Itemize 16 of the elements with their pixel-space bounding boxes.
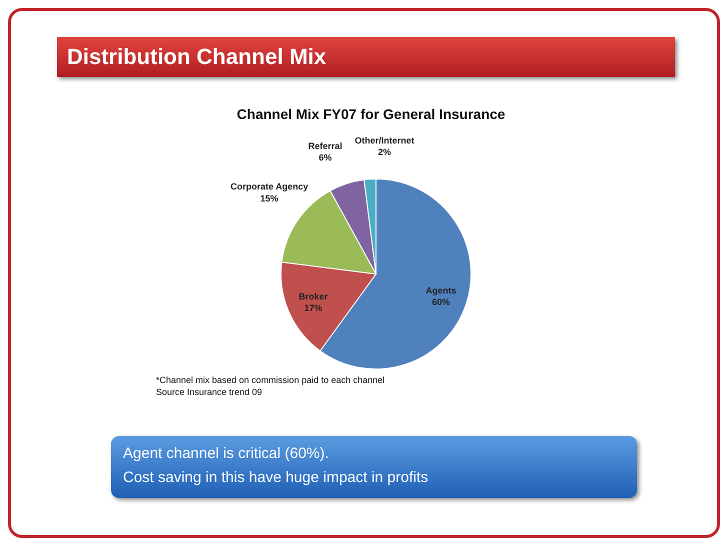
slice-label: Agents — [426, 285, 456, 296]
slice-label: Broker — [298, 291, 328, 302]
slice-label: Referral — [308, 141, 342, 152]
slice-label: Other/Internet — [354, 135, 414, 146]
data-label: 60% — [432, 297, 450, 308]
data-label: 15% — [260, 193, 278, 204]
data-label: 2% — [378, 147, 392, 158]
text: Cost saving in this have huge impact in profits — [123, 468, 430, 488]
slice-label: Corporate Agency — [230, 182, 308, 192]
chart-title: Distribution Channel Mix — [67, 44, 326, 70]
data-label: 17% — [304, 303, 322, 314]
data-label: 6% — [318, 152, 332, 163]
source-note: Source Insurance trend 09 — [156, 386, 264, 398]
text: Agent channel is critical (60%). — [123, 444, 330, 464]
text: *Channel mix based on commission paid to each channel — [156, 374, 385, 386]
chart-subtitle: Channel Mix FY07 for General Insurance — [236, 106, 506, 122]
